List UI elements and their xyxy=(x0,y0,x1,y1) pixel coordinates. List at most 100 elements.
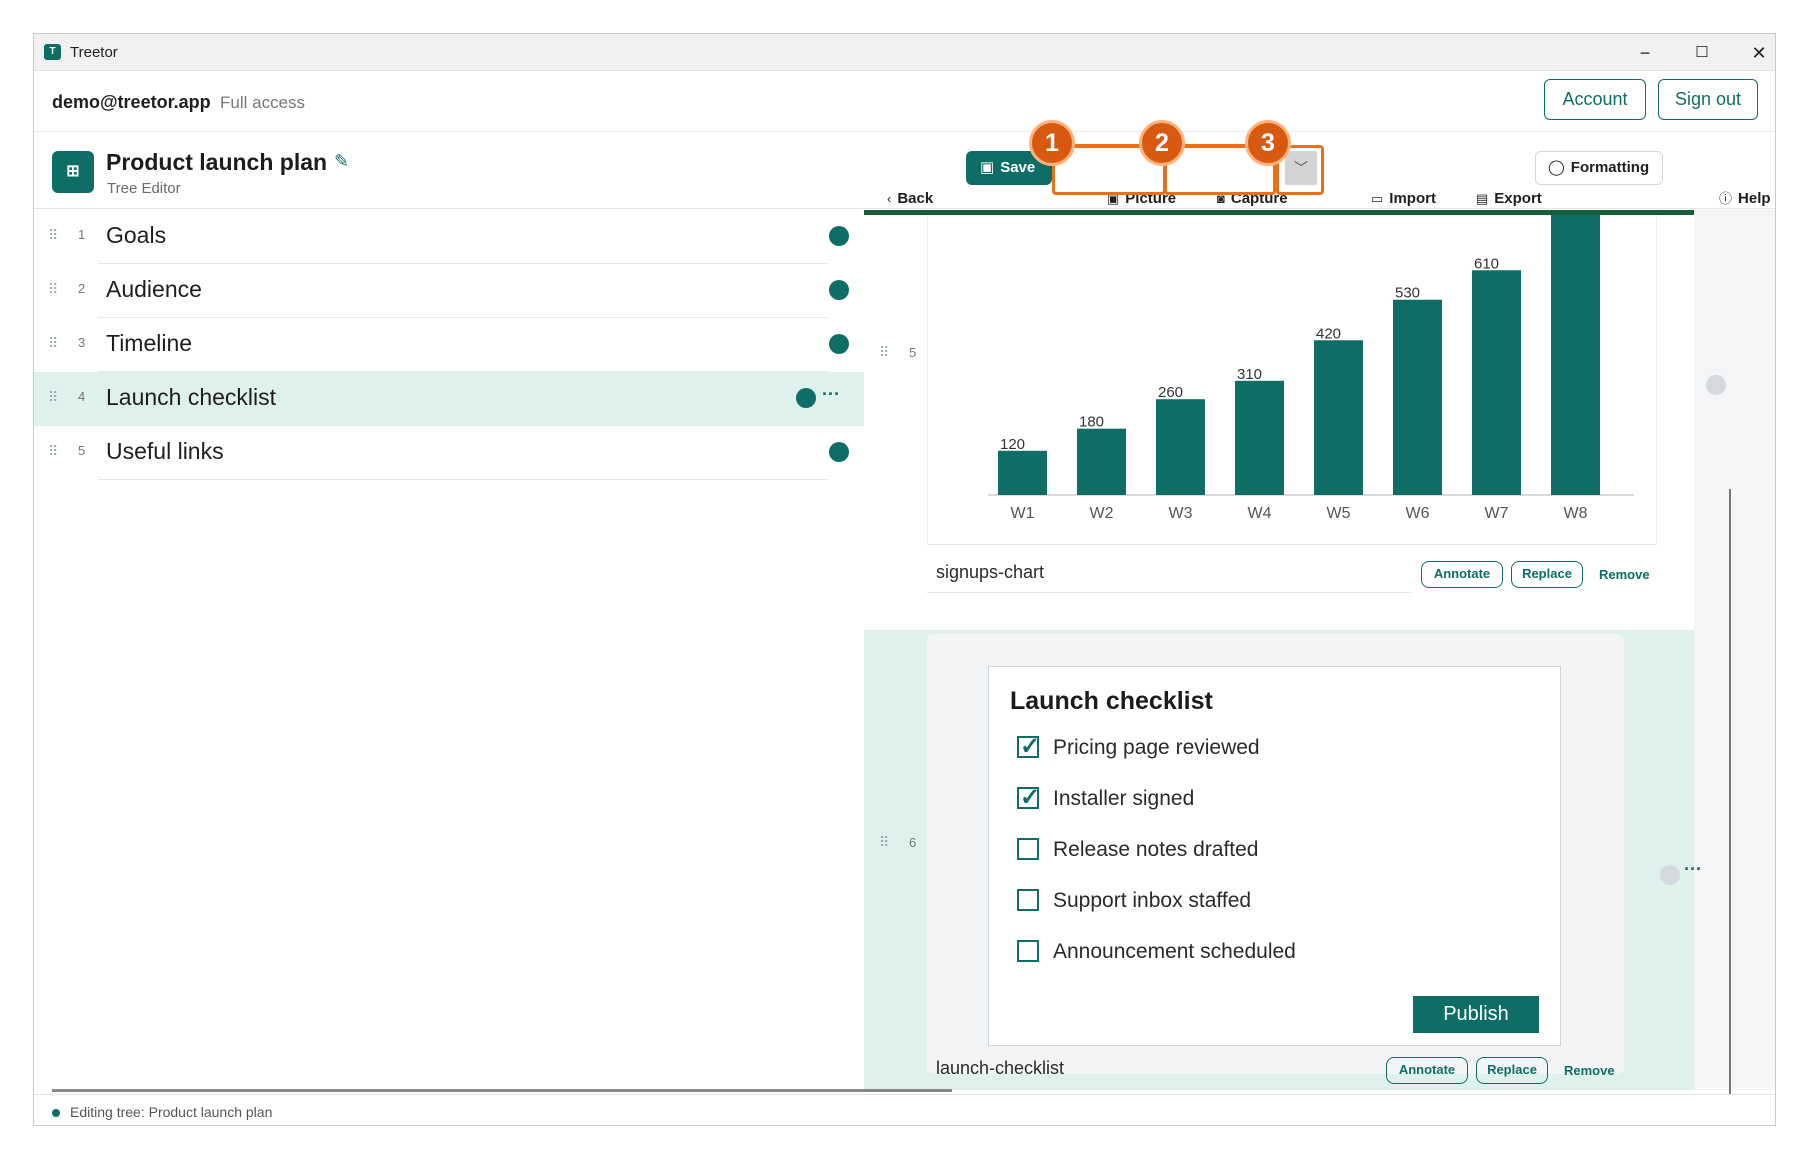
status-dot-icon xyxy=(829,226,849,246)
help-circle-icon: ⓘ xyxy=(1719,191,1733,206)
row-divider xyxy=(98,317,828,318)
row-divider xyxy=(98,479,828,480)
tree-item-label: Goals xyxy=(106,222,167,248)
document-header: ⊞ Product launch plan Tree Editor ✎ ‹ Bac… xyxy=(34,133,1775,209)
checkbox-unchecked-icon[interactable] xyxy=(1017,889,1039,911)
edit-title-pencil-icon[interactable]: ✎ xyxy=(334,151,350,171)
more-options-icon[interactable]: ··· xyxy=(822,384,840,404)
tree-item-number: 2 xyxy=(78,281,86,296)
drag-handle-icon[interactable]: ⠿ xyxy=(48,389,58,405)
x-tick-label: W5 xyxy=(1327,505,1351,522)
signups-chart-card: 120 W1 180 W2 260 W3 310 W4 420 W5 530 W6 610 W7 W8 xyxy=(927,215,1657,545)
annotate-button[interactable]: Annotate xyxy=(1386,1057,1468,1084)
content-item-number: 6 xyxy=(909,835,917,850)
tree-item-audience[interactable]: ⠿ 2 Audience xyxy=(34,264,864,318)
tree-item-useful-links[interactable]: ⠿ 5 Useful links xyxy=(34,426,864,480)
content-panel: ⠿ 5 120 W1 180 W2 260 W3 310 W4 420 W5 530 W6 610 W7 W… xyxy=(864,210,1694,1090)
tree-item-number: 5 xyxy=(78,443,86,458)
back-button[interactable]: ‹ Back xyxy=(887,184,933,214)
annotation-badge-3: 3 xyxy=(1245,120,1291,166)
tree-item-label: Launch checklist xyxy=(106,384,277,410)
replace-button[interactable]: Replace xyxy=(1511,561,1583,588)
document-title: Product launch plan xyxy=(106,149,328,175)
sign-out-button[interactable]: Sign out xyxy=(1658,79,1758,120)
replace-button[interactable]: Replace xyxy=(1476,1057,1548,1084)
help-label: Help xyxy=(1738,190,1771,207)
chart-bar-W8 xyxy=(1551,215,1600,495)
chevron-left-icon: ‹ xyxy=(887,191,892,206)
drag-handle-icon[interactable]: ⠿ xyxy=(48,281,58,297)
export-button[interactable]: ▤ Export xyxy=(1476,184,1542,214)
drag-handle-icon[interactable]: ⠿ xyxy=(48,227,58,243)
import-button[interactable]: ▭ Import xyxy=(1371,184,1436,214)
drag-handle-icon[interactable]: ⠿ xyxy=(48,335,58,351)
title-bar: T Treetor − ☐ ✕ xyxy=(34,34,1775,71)
checkbox-unchecked-icon[interactable] xyxy=(1017,838,1039,860)
document-subtitle: Tree Editor xyxy=(107,180,181,197)
more-options-icon[interactable]: ··· xyxy=(1684,859,1702,879)
chevron-down-icon: ﹀ xyxy=(1294,160,1308,176)
maximize-button[interactable]: ☐ xyxy=(1695,44,1709,61)
annotation-connector xyxy=(1074,144,1164,147)
publish-button[interactable]: Publish xyxy=(1413,996,1539,1033)
status-dot-icon xyxy=(1660,865,1680,885)
back-label: Back xyxy=(897,190,934,207)
minimize-button[interactable]: − xyxy=(1639,43,1651,63)
caption-underline xyxy=(927,592,1412,593)
chart-bar-W6 xyxy=(1393,299,1442,495)
checklist-item-label: Release notes drafted xyxy=(1053,838,1259,861)
drag-handle-icon[interactable]: ⠿ xyxy=(879,344,889,360)
app-logo-icon: T xyxy=(44,44,61,60)
drag-handle-icon[interactable]: ⠿ xyxy=(879,834,889,850)
bar-value-label: 180 xyxy=(1079,414,1104,431)
tree-item-goals[interactable]: ⠿ 1 Goals xyxy=(34,210,864,264)
annotate-button[interactable]: Annotate xyxy=(1421,561,1503,588)
tree-item-number: 3 xyxy=(78,335,86,350)
image-caption: signups-chart xyxy=(936,562,1045,582)
vertical-scrollbar[interactable] xyxy=(1729,489,1731,1109)
launch-checklist-card: Launch checklist Pricing page reviewed I… xyxy=(988,666,1561,1046)
annotation-badge-1: 1 xyxy=(1029,120,1075,166)
remove-link[interactable]: Remove xyxy=(1564,1063,1615,1078)
x-tick-label: W1 xyxy=(1011,505,1035,522)
x-tick-label: W3 xyxy=(1169,505,1193,522)
import-label: Import xyxy=(1389,190,1436,207)
image-caption: launch-checklist xyxy=(936,1058,1065,1078)
checkbox-checked-icon[interactable] xyxy=(1017,783,1040,812)
checklist-item-label: Announcement scheduled xyxy=(1053,940,1296,963)
annotation-badge-2: 2 xyxy=(1139,120,1185,166)
close-window-button[interactable]: ✕ xyxy=(1751,43,1767,63)
row-divider xyxy=(98,263,828,264)
account-button[interactable]: Account xyxy=(1544,79,1646,120)
app-title: Treetor xyxy=(70,44,118,61)
checkbox-unchecked-icon[interactable] xyxy=(1017,940,1039,962)
horizontal-scrollbar[interactable] xyxy=(52,1089,952,1092)
tree-panel: ⠿ 1 Goals ⠿ 2 Audience ⠿ 3 Timeline ⠿ 4 … xyxy=(34,210,864,1090)
tree-item-timeline[interactable]: ⠿ 3 Timeline xyxy=(34,318,864,372)
checklist-item-label: Pricing page reviewed xyxy=(1053,736,1260,759)
bar-value-label: 310 xyxy=(1237,366,1262,383)
capture-dropdown-button[interactable]: ﹀ xyxy=(1285,151,1317,185)
status-text: Editing tree: Product launch plan xyxy=(70,1104,273,1120)
formatting-button[interactable]: ◯ Formatting xyxy=(1535,151,1663,185)
help-button[interactable]: ⓘ Help xyxy=(1719,184,1771,214)
chart-bar-W1 xyxy=(998,450,1047,495)
bar-value-label: 610 xyxy=(1474,255,1499,272)
checklist-item-label: Installer signed xyxy=(1053,787,1195,810)
account-bar: demo@treetor.app Full access Account Sig… xyxy=(34,71,1775,132)
status-dot-icon xyxy=(829,334,849,354)
checklist-item-label: Support inbox staffed xyxy=(1053,889,1252,912)
x-tick-label: W2 xyxy=(1090,505,1114,522)
chart-bar-W7 xyxy=(1472,270,1521,495)
checkbox-checked-icon[interactable] xyxy=(1017,732,1040,761)
access-level: Full access xyxy=(220,93,306,112)
x-tick-label: W6 xyxy=(1406,505,1430,522)
tree-item-number: 1 xyxy=(78,227,86,242)
drag-handle-icon[interactable]: ⠿ xyxy=(48,443,58,459)
tree-item-label: Timeline xyxy=(106,330,193,356)
status-bar: Editing tree: Product launch plan xyxy=(34,1094,1775,1125)
user-email: demo@treetor.app xyxy=(52,92,211,112)
remove-link[interactable]: Remove xyxy=(1599,567,1650,582)
tree-item-launch-checklist[interactable]: ⠿ 4 Launch checklist ··· xyxy=(34,372,864,426)
tree-item-label: Useful links xyxy=(106,438,224,464)
